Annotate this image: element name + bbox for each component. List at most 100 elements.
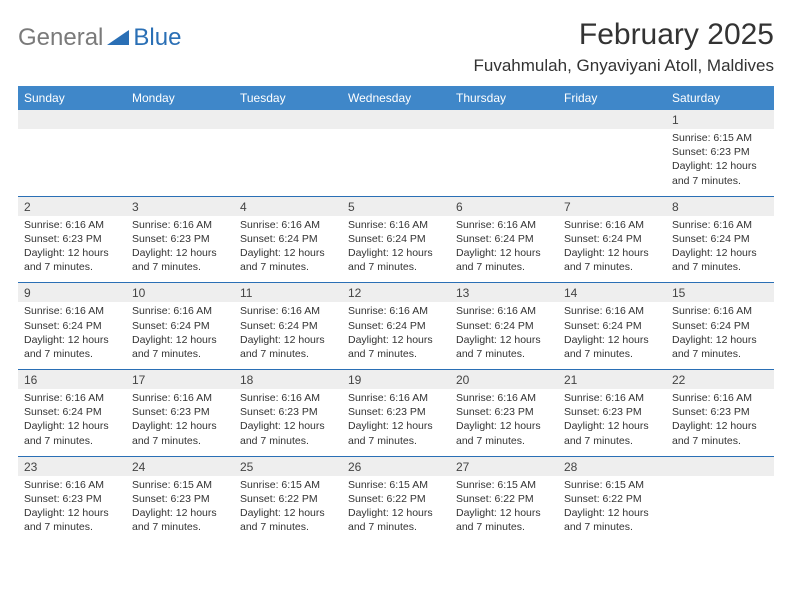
sunset-text: Sunset: 6:24 PM bbox=[456, 319, 552, 333]
day-number bbox=[126, 110, 234, 129]
day-detail: Sunrise: 6:16 AMSunset: 6:24 PMDaylight:… bbox=[126, 302, 234, 369]
daylight-text-2: and 7 minutes. bbox=[564, 347, 660, 361]
day-detail: Sunrise: 6:16 AMSunset: 6:24 PMDaylight:… bbox=[558, 216, 666, 283]
sunset-text: Sunset: 6:22 PM bbox=[564, 492, 660, 506]
day-detail: Sunrise: 6:16 AMSunset: 6:24 PMDaylight:… bbox=[234, 302, 342, 369]
day-detail: Sunrise: 6:16 AMSunset: 6:23 PMDaylight:… bbox=[18, 476, 126, 543]
sunset-text: Sunset: 6:24 PM bbox=[564, 319, 660, 333]
day-number: 8 bbox=[666, 196, 774, 216]
daylight-text-2: and 7 minutes. bbox=[24, 347, 120, 361]
day-number: 7 bbox=[558, 196, 666, 216]
day-detail: Sunrise: 6:16 AMSunset: 6:23 PMDaylight:… bbox=[342, 389, 450, 456]
day-number: 12 bbox=[342, 283, 450, 303]
day-detail bbox=[342, 129, 450, 196]
daylight-text-2: and 7 minutes. bbox=[456, 260, 552, 274]
daylight-text-1: Daylight: 12 hours bbox=[240, 419, 336, 433]
week-3-details: Sunrise: 6:16 AM Sunset: 6:24 PM Daylight:… bbox=[18, 389, 774, 456]
daylight-text-1: Daylight: 12 hours bbox=[132, 333, 228, 347]
day-number: 28 bbox=[558, 456, 666, 476]
sunrise-text: Sunrise: 6:16 AM bbox=[240, 391, 336, 405]
sunrise-text: Sunrise: 6:16 AM bbox=[24, 304, 120, 318]
day-detail: Sunrise: 6:16 AMSunset: 6:23 PMDaylight:… bbox=[126, 216, 234, 283]
day-detail: Sunrise: 6:16 AMSunset: 6:23 PMDaylight:… bbox=[666, 389, 774, 456]
day-number: 13 bbox=[450, 283, 558, 303]
day-detail: Sunrise: 6:15 AMSunset: 6:23 PMDaylight:… bbox=[126, 476, 234, 543]
sunset-text: Sunset: 6:23 PM bbox=[132, 232, 228, 246]
daylight-text-1: Daylight: 12 hours bbox=[348, 333, 444, 347]
day-number: 10 bbox=[126, 283, 234, 303]
week-1-details: Sunrise: 6:16 AMSunset: 6:23 PMDaylight:… bbox=[18, 216, 774, 283]
sunset-text: Sunset: 6:24 PM bbox=[456, 232, 552, 246]
day-detail bbox=[666, 476, 774, 543]
logo: General Blue bbox=[18, 18, 181, 52]
daylight-text-2: and 7 minutes. bbox=[564, 260, 660, 274]
day-number bbox=[234, 110, 342, 129]
week-3-nums: 16171819202122 bbox=[18, 370, 774, 390]
sunrise-text: Sunrise: 6:16 AM bbox=[456, 391, 552, 405]
day-number: 19 bbox=[342, 370, 450, 390]
daylight-text-1: Daylight: 12 hours bbox=[564, 246, 660, 260]
week-1-nums: 2345678 bbox=[18, 196, 774, 216]
sunrise-text: Sunrise: 6:16 AM bbox=[672, 218, 768, 232]
day-detail: Sunrise: 6:15 AMSunset: 6:22 PMDaylight:… bbox=[234, 476, 342, 543]
week-2-details: Sunrise: 6:16 AMSunset: 6:24 PMDaylight:… bbox=[18, 302, 774, 369]
day-number: 4 bbox=[234, 196, 342, 216]
day-detail: Sunrise: 6:16 AMSunset: 6:23 PMDaylight:… bbox=[18, 216, 126, 283]
sunrise-text: Sunrise: 6:16 AM bbox=[564, 218, 660, 232]
daylight-text-1: Daylight: 12 hours bbox=[240, 506, 336, 520]
sunset-text: Sunset: 6:23 PM bbox=[132, 492, 228, 506]
day-detail: Sunrise: 6:16 AMSunset: 6:23 PMDaylight:… bbox=[558, 389, 666, 456]
dayhead-thu: Thursday bbox=[450, 86, 558, 110]
day-number bbox=[558, 110, 666, 129]
sunset-text: Sunset: 6:23 PM bbox=[348, 405, 444, 419]
day-detail: Sunrise: 6:15 AMSunset: 6:22 PMDaylight:… bbox=[450, 476, 558, 543]
daylight-text-2: and 7 minutes. bbox=[348, 520, 444, 534]
day-number: 3 bbox=[126, 196, 234, 216]
sunrise-text: Sunrise: 6:16 AM bbox=[240, 304, 336, 318]
dayhead-sat: Saturday bbox=[666, 86, 774, 110]
daylight-text-2: and 7 minutes. bbox=[564, 434, 660, 448]
day-detail: Sunrise: 6:16 AMSunset: 6:24 PMDaylight:… bbox=[234, 216, 342, 283]
week-4-details: Sunrise: 6:16 AMSunset: 6:23 PMDaylight:… bbox=[18, 476, 774, 543]
daylight-text-1: Daylight: 12 hours bbox=[240, 246, 336, 260]
day-detail bbox=[126, 129, 234, 196]
day-detail: Sunrise: 6:16 AMSunset: 6:24 PMDaylight:… bbox=[18, 389, 126, 456]
daylight-text-2: and 7 minutes. bbox=[672, 260, 768, 274]
sunset-text: Sunset: 6:23 PM bbox=[24, 492, 120, 506]
sunset-text: Sunset: 6:22 PM bbox=[240, 492, 336, 506]
daylight-text-1: Daylight: 12 hours bbox=[24, 506, 120, 520]
daylight-text-2: and 7 minutes. bbox=[240, 520, 336, 534]
sunrise-text: Sunrise: 6:16 AM bbox=[456, 304, 552, 318]
sunrise-text: Sunrise: 6:16 AM bbox=[240, 218, 336, 232]
daylight-text-1: Daylight: 12 hours bbox=[132, 246, 228, 260]
sunset-text: Sunset: 6:23 PM bbox=[456, 405, 552, 419]
daylight-text-2: and 7 minutes. bbox=[348, 347, 444, 361]
sunrise-text: Sunrise: 6:15 AM bbox=[132, 478, 228, 492]
sunrise-text: Sunrise: 6:16 AM bbox=[24, 478, 120, 492]
day-number bbox=[450, 110, 558, 129]
daylight-text-2: and 7 minutes. bbox=[564, 520, 660, 534]
day-number: 25 bbox=[234, 456, 342, 476]
sunset-text: Sunset: 6:24 PM bbox=[348, 232, 444, 246]
day-detail: Sunrise: 6:16 AMSunset: 6:23 PMDaylight:… bbox=[126, 389, 234, 456]
daylight-text-1: Daylight: 12 hours bbox=[132, 506, 228, 520]
sunset-text: Sunset: 6:24 PM bbox=[240, 232, 336, 246]
daylight-text-2: and 7 minutes. bbox=[240, 347, 336, 361]
sunset-text: Sunset: 6:24 PM bbox=[24, 405, 120, 419]
page-header: General Blue February 2025 Fuvahmulah, G… bbox=[18, 18, 774, 76]
sunrise-text: Sunrise: 6:16 AM bbox=[348, 218, 444, 232]
daylight-text-1: Daylight: 12 hours bbox=[348, 506, 444, 520]
day-detail bbox=[234, 129, 342, 196]
dayhead-wed: Wednesday bbox=[342, 86, 450, 110]
day-number bbox=[342, 110, 450, 129]
sunset-text: Sunset: 6:23 PM bbox=[132, 405, 228, 419]
title-block: February 2025 Fuvahmulah, Gnyaviyani Ato… bbox=[474, 18, 774, 76]
day-detail: Sunrise: 6:16 AMSunset: 6:24 PMDaylight:… bbox=[666, 216, 774, 283]
day-detail: Sunrise: 6:16 AMSunset: 6:24 PMDaylight:… bbox=[18, 302, 126, 369]
day-number: 16 bbox=[18, 370, 126, 390]
sunrise-text: Sunrise: 6:15 AM bbox=[672, 131, 768, 145]
week-2-nums: 9101112131415 bbox=[18, 283, 774, 303]
daylight-text-1: Daylight: 12 hours bbox=[456, 333, 552, 347]
daylight-text-2: and 7 minutes. bbox=[240, 260, 336, 274]
day-detail: Sunrise: 6:16 AMSunset: 6:23 PMDaylight:… bbox=[450, 389, 558, 456]
